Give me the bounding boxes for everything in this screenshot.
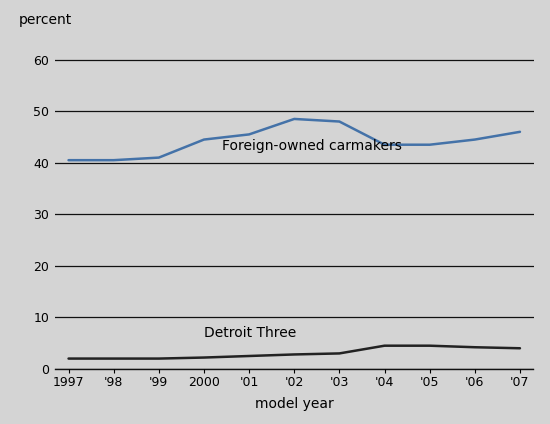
Text: Detroit Three: Detroit Three — [204, 326, 296, 340]
Text: percent: percent — [19, 13, 73, 27]
X-axis label: model year: model year — [255, 397, 334, 411]
Text: Foreign-owned carmakers: Foreign-owned carmakers — [222, 139, 402, 153]
